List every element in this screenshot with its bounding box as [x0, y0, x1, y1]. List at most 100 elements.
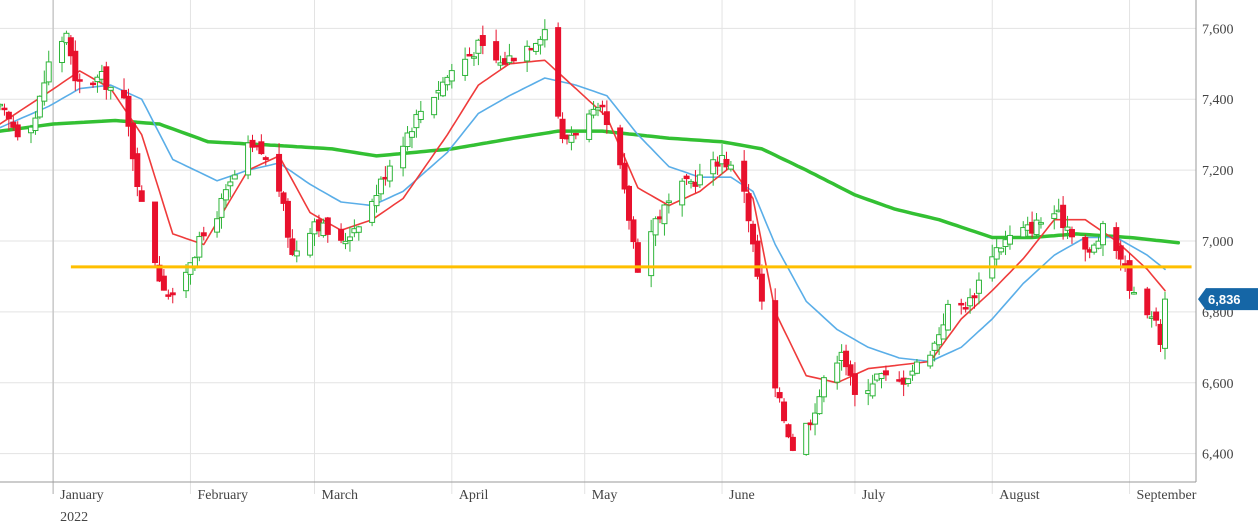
candle-body-up [404, 132, 411, 148]
candle-body-up [975, 279, 982, 294]
candle-body-down [572, 132, 579, 136]
candle-body-up [245, 142, 252, 176]
candle-body-up [816, 396, 823, 415]
candle-body-up [652, 218, 659, 236]
candle-body-up [936, 334, 943, 346]
candle-body-up [1051, 213, 1058, 219]
candle-body-up [993, 247, 1000, 260]
y-tick-label: 7,200 [1202, 164, 1234, 179]
candle-body-up [196, 236, 203, 258]
candle-body-down [138, 190, 145, 202]
x-tick-label: March [322, 488, 359, 503]
candle-body-up [1006, 234, 1013, 245]
candle-body-up [1033, 219, 1040, 236]
candle-body-up [377, 178, 384, 195]
candle-body-up [355, 226, 362, 233]
candle-body-up [386, 165, 393, 182]
candle-body-down [510, 57, 517, 62]
candle-body-up [187, 262, 194, 275]
candle-body-down [479, 35, 486, 46]
candle-body-down [200, 232, 207, 237]
candle-body-up [107, 86, 114, 91]
candle-body-down [1068, 229, 1075, 238]
x-tick-label: January [60, 488, 104, 503]
candle-body-down [603, 111, 610, 126]
candle-body-down [626, 185, 633, 221]
candle-body-up [661, 204, 668, 225]
candle-body-down [493, 41, 500, 61]
candle-body-up [1037, 222, 1044, 225]
candle-body-up [293, 250, 300, 257]
candle-body-down [754, 240, 761, 277]
candle-body-up [222, 189, 229, 201]
candle-body-up [931, 342, 938, 351]
ma-mid-line [0, 77, 1166, 363]
x-tick-label: August [999, 488, 1040, 503]
candle-body-up [41, 82, 48, 102]
candle-body-up [913, 361, 920, 374]
candle-body-down [67, 37, 74, 57]
ma-fast-line [0, 59, 1166, 384]
candle-body-down [156, 264, 163, 282]
candle-body-down [165, 294, 172, 297]
candle-body-up [590, 108, 597, 116]
candle-body-down [72, 50, 79, 82]
candle-body-up [812, 412, 819, 425]
grid [0, 0, 1196, 494]
candle-body-up [665, 200, 672, 204]
y-tick-label: 7,000 [1202, 235, 1234, 250]
candle-body-up [227, 181, 234, 187]
candle-body-down [276, 153, 283, 192]
candle-body-up [595, 107, 601, 111]
candle-body-up [679, 180, 686, 206]
candle-body-up [568, 134, 575, 143]
candle-body-up [0, 103, 3, 107]
candle-body-down [971, 295, 978, 299]
candle-body-up [307, 232, 314, 256]
candle-body-up [869, 383, 876, 397]
candle-body-down [14, 124, 21, 138]
candle-body-up [927, 354, 934, 367]
candle-body-down [324, 217, 331, 235]
candle-body-down [1113, 227, 1120, 252]
candle-body-up [532, 43, 539, 52]
candle-body-up [905, 378, 912, 384]
candle-body-down [1126, 260, 1133, 291]
candle-body-up [537, 38, 544, 46]
candle-body-up [183, 271, 190, 292]
candle-body-down [152, 201, 159, 264]
x-tick-label: June [729, 488, 755, 503]
candle-body-down [847, 364, 854, 376]
last-price-label-text: 6,836 [1208, 292, 1241, 307]
candle-body-up [803, 422, 810, 455]
candle-body-down [555, 27, 562, 117]
candle-body-up [214, 218, 221, 233]
candle-body-down [851, 373, 858, 395]
candle-body-down [1117, 245, 1124, 260]
candle-body-up [373, 195, 380, 207]
candle-body-down [134, 153, 141, 188]
candle-body-down [776, 392, 783, 399]
candle-body-down [280, 192, 287, 204]
candle-body-down [599, 104, 606, 108]
candle-body-down [785, 424, 792, 438]
x-tick-label: May [592, 488, 618, 503]
candle-body-up [413, 114, 420, 129]
candle-body-up [1099, 223, 1106, 246]
candle-body-up [470, 56, 477, 59]
candle-body-up [431, 96, 438, 116]
candle-body-up [408, 131, 415, 138]
last-price-label-bg [1198, 288, 1258, 311]
y-tick-label: 7,600 [1202, 22, 1234, 37]
candle-body-down [758, 273, 765, 302]
candle-body-up [1161, 298, 1168, 349]
candle-body-down [1144, 288, 1151, 316]
candle-body-down [284, 200, 291, 238]
candle-body-up [346, 236, 353, 242]
candle-body-up [696, 174, 703, 186]
x-tick-label: July [862, 488, 885, 503]
candlesticks [0, 19, 1168, 456]
last-price-label: 6,836 [1198, 288, 1258, 311]
candle-body-up [944, 303, 951, 331]
candle-body-down [1, 107, 8, 111]
